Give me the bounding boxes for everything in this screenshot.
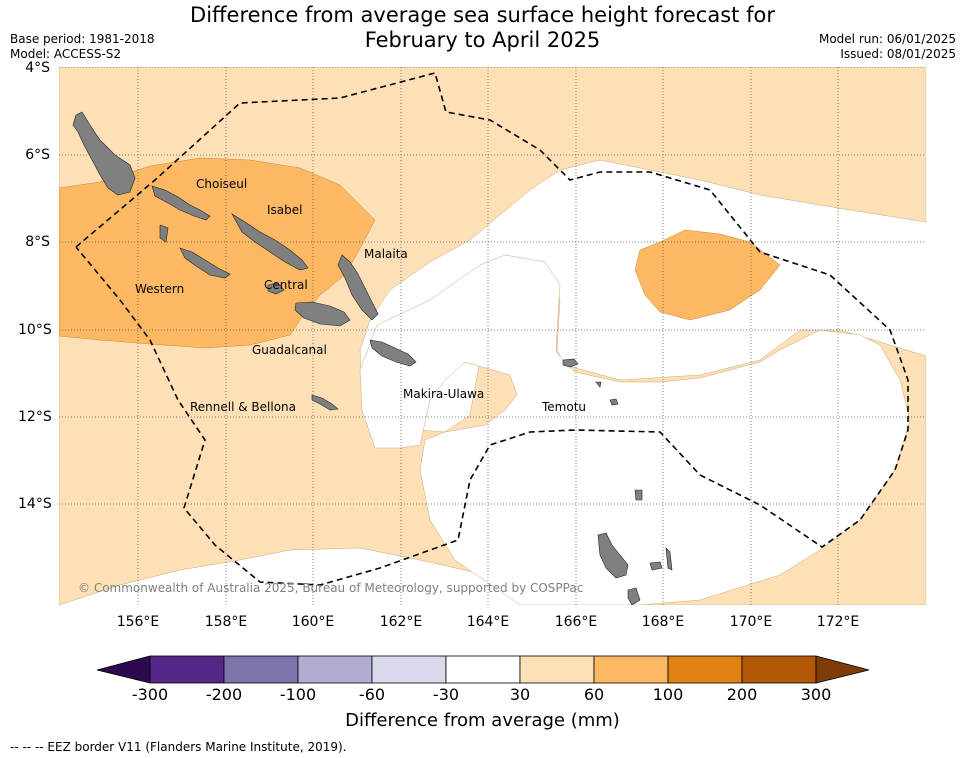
vanuatu-ambae bbox=[649, 561, 663, 571]
lon-label-162e: 162°E bbox=[379, 614, 423, 630]
colorbar-tick-2: -100 bbox=[279, 685, 317, 704]
title-line-2: February to April 2025 bbox=[364, 28, 601, 52]
model-run: Model run: 06/01/2025 bbox=[818, 32, 956, 46]
central-islands bbox=[267, 282, 285, 295]
place-label-temotu: Temotu bbox=[542, 400, 587, 414]
malaita-island bbox=[337, 254, 379, 321]
colorbar-tick-4: -30 bbox=[432, 685, 460, 704]
lat-label-4s: 4°S bbox=[25, 60, 50, 76]
vanuatu-north-islands bbox=[634, 489, 643, 501]
colorbar-bin-1 bbox=[149, 655, 225, 684]
land-masses bbox=[72, 111, 673, 605]
choiseul-island bbox=[151, 185, 211, 221]
colorbar-bin-5 bbox=[445, 655, 521, 684]
eez-legend: -- -- -- EEZ border V11 (Flanders Marine… bbox=[10, 740, 347, 754]
colorbar-extend-right bbox=[815, 655, 870, 684]
colorbar-title: Difference from average (mm) bbox=[345, 710, 620, 731]
bougainville-island bbox=[72, 111, 136, 196]
lon-label-156e: 156°E bbox=[116, 614, 160, 630]
lat-label-6s: 6°S bbox=[25, 147, 50, 163]
place-label-malaita: Malaita bbox=[364, 247, 408, 261]
colorbar-tick-6: 60 bbox=[583, 685, 605, 704]
meta-right: Model run: 06/01/2025 Issued: 08/01/2025 bbox=[819, 32, 956, 62]
gridlines bbox=[59, 67, 926, 605]
map-area bbox=[59, 67, 926, 605]
small-islet-a bbox=[609, 398, 619, 406]
lon-label-166e: 166°E bbox=[554, 614, 598, 630]
lat-label-14s: 14°S bbox=[18, 496, 52, 512]
base-period: Base period: 1981-2018 bbox=[10, 32, 155, 46]
lon-label-160e: 160°E bbox=[291, 614, 335, 630]
place-label-choiseul: Choiseul bbox=[196, 177, 248, 191]
isabel-island bbox=[231, 213, 309, 271]
colorbar-tick-7: 100 bbox=[652, 685, 684, 704]
colorbar-bin-2 bbox=[223, 655, 299, 684]
chart-title: Difference from average sea surface heig… bbox=[0, 3, 965, 53]
place-label-isabel: Isabel bbox=[267, 203, 303, 217]
anomaly-region-near-zero bbox=[359, 254, 911, 605]
colorbar-tick-8: 200 bbox=[726, 685, 758, 704]
makira-island bbox=[369, 339, 417, 367]
vanuatu-pentecost bbox=[665, 547, 673, 571]
colorbar-tick-1: -200 bbox=[205, 685, 243, 704]
santa-cruz-island bbox=[562, 358, 579, 368]
place-label-makira-ulawa: Makira-Ulawa bbox=[403, 387, 485, 401]
colorbar-bin-8 bbox=[667, 655, 743, 684]
colorbar-tick-0: -300 bbox=[131, 685, 169, 704]
lon-label-168e: 168°E bbox=[641, 614, 685, 630]
place-label-western: Western bbox=[135, 282, 185, 296]
rennell-island bbox=[311, 394, 339, 411]
vella-lavella-island bbox=[159, 224, 169, 243]
colorbar-tick-9: 300 bbox=[800, 685, 832, 704]
vanuatu-malekula bbox=[627, 587, 641, 605]
copyright-notice: © Commonwealth of Australia 2025, Bureau… bbox=[78, 581, 584, 595]
lat-label-8s: 8°S bbox=[25, 234, 50, 250]
new-georgia-island bbox=[179, 247, 231, 279]
place-label-guadalcanal: Guadalcanal bbox=[252, 343, 327, 357]
colorbar-bin-9 bbox=[741, 655, 817, 684]
colorbar-bin-7 bbox=[593, 655, 669, 684]
anomaly-region-60-100-east bbox=[634, 229, 781, 321]
colorbar-bin-3 bbox=[297, 655, 373, 684]
title-line-1: Difference from average sea surface heig… bbox=[190, 3, 775, 27]
guadalcanal-island bbox=[294, 301, 351, 327]
lon-label-170e: 170°E bbox=[729, 614, 773, 630]
colorbar-extend-left bbox=[96, 655, 151, 684]
lon-label-164e: 164°E bbox=[466, 614, 510, 630]
model-name: Model: ACCESS-S2 bbox=[10, 47, 122, 61]
place-label-rennell-bellona: Rennell & Bellona bbox=[190, 400, 297, 414]
colorbar-tick-5: 30 bbox=[509, 685, 531, 704]
colorbar bbox=[96, 655, 870, 684]
colorbar-tick-3: -60 bbox=[358, 685, 386, 704]
small-islet-b bbox=[595, 381, 602, 388]
vanuatu-espiritu-santo bbox=[597, 532, 629, 579]
lat-label-12s: 12°S bbox=[18, 409, 52, 425]
place-label-central: Central bbox=[264, 278, 308, 292]
eez-border bbox=[75, 72, 909, 586]
lat-label-10s: 10°S bbox=[18, 322, 52, 338]
issued-date: Issued: 08/01/2025 bbox=[840, 47, 956, 61]
colorbar-bin-4 bbox=[371, 655, 447, 684]
colorbar-bin-6 bbox=[519, 655, 595, 684]
lon-label-158e: 158°E bbox=[204, 614, 248, 630]
meta-left: Base period: 1981-2018 Model: ACCESS-S2 bbox=[10, 32, 155, 62]
lon-label-172e: 172°E bbox=[816, 614, 860, 630]
